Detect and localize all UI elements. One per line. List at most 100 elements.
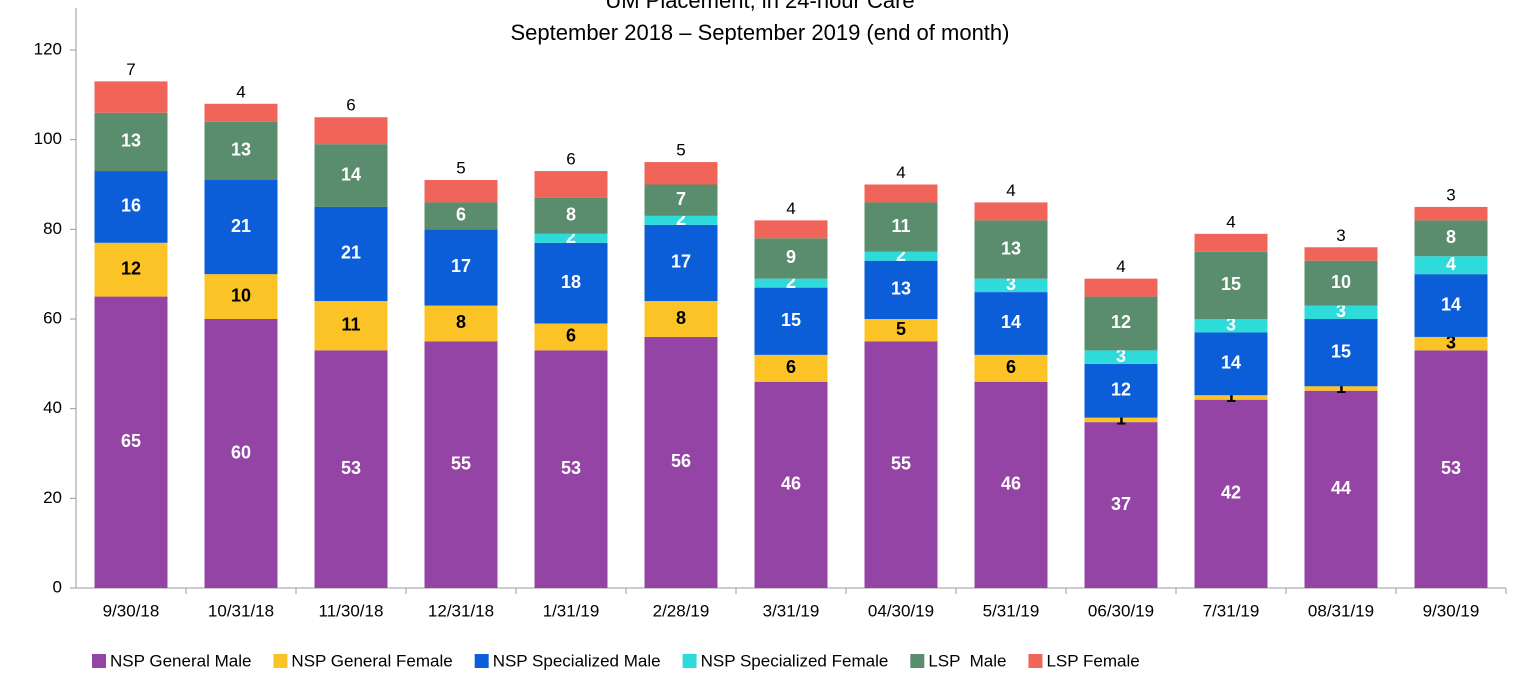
data-label: 53 xyxy=(1441,458,1461,478)
data-label: 12 xyxy=(1111,312,1131,332)
data-label: 17 xyxy=(451,256,471,276)
bar-segment xyxy=(754,287,828,355)
bar-segment xyxy=(1194,319,1268,333)
bar-segment xyxy=(1414,206,1488,221)
data-label: 4 xyxy=(896,163,905,182)
y-tick-label: 40 xyxy=(43,398,62,417)
legend-swatch xyxy=(910,654,925,668)
data-label: 21 xyxy=(231,216,251,236)
chart-subtitle: September 2018 – September 2019 (end of … xyxy=(511,20,1010,45)
bar-segment xyxy=(1414,274,1488,337)
data-label: 2 xyxy=(566,227,576,247)
legend-swatch xyxy=(1028,654,1043,668)
data-label: 5 xyxy=(676,141,685,160)
bar-segment xyxy=(534,171,608,198)
data-label: 11 xyxy=(341,314,360,334)
data-label: 6 xyxy=(786,357,796,377)
x-tick-label: 9/30/18 xyxy=(103,601,160,620)
data-label: 8 xyxy=(1446,227,1456,247)
data-label: 8 xyxy=(456,312,466,332)
bar-segment xyxy=(424,202,498,230)
data-label: 3 xyxy=(1226,314,1236,334)
bar-segment xyxy=(1304,319,1378,387)
data-label: 1 xyxy=(1116,409,1126,429)
data-label: 55 xyxy=(451,453,471,473)
bar-segment xyxy=(94,242,168,297)
bar-segment xyxy=(974,354,1048,382)
data-label: 37 xyxy=(1111,494,1131,514)
data-label: 12 xyxy=(1111,379,1131,399)
data-label: 5 xyxy=(896,319,906,339)
bar-segment xyxy=(1084,422,1158,588)
data-label: 9 xyxy=(786,247,796,267)
bar-segment xyxy=(644,336,718,588)
bar-segment xyxy=(644,224,718,302)
data-label: 12 xyxy=(121,258,141,278)
legend-label: NSP Specialized Male xyxy=(493,651,661,670)
bar-segment xyxy=(1304,390,1378,588)
bar-segment xyxy=(644,162,718,185)
bar-segment xyxy=(864,251,938,261)
data-label: 15 xyxy=(1331,341,1351,361)
y-tick-label: 0 xyxy=(53,577,62,596)
data-label: 21 xyxy=(341,243,361,263)
data-label: 3 xyxy=(1116,346,1126,366)
legend-label: LSP Male xyxy=(928,651,1006,670)
bar-segment xyxy=(1194,332,1268,396)
data-label: 56 xyxy=(671,451,691,471)
data-label: 3 xyxy=(1446,332,1456,352)
bar-segment xyxy=(534,233,608,243)
legend-swatch xyxy=(92,654,106,668)
bar-segment xyxy=(754,238,828,279)
bar-segment xyxy=(864,184,938,203)
bar-segment xyxy=(754,278,828,288)
bar-segment xyxy=(1084,363,1158,418)
bar-segment xyxy=(94,81,168,113)
bar-segment xyxy=(1304,247,1378,261)
bar-segment xyxy=(864,319,938,342)
x-tick-label: 1/31/19 xyxy=(543,601,600,620)
data-label: 60 xyxy=(231,442,251,462)
bar-segment xyxy=(314,117,388,145)
data-label: 53 xyxy=(561,458,581,478)
bar-segment xyxy=(974,292,1048,355)
x-tick-label: 08/31/19 xyxy=(1308,601,1374,620)
bar-segment xyxy=(644,184,718,216)
legend-label: NSP General Male xyxy=(110,651,251,670)
data-label: 4 xyxy=(1006,181,1015,200)
data-label: 55 xyxy=(891,453,911,473)
data-label: 14 xyxy=(341,164,361,184)
data-label: 13 xyxy=(121,131,141,151)
data-label: 14 xyxy=(1001,312,1021,332)
data-label: 2 xyxy=(676,209,686,229)
x-tick-label: 5/31/19 xyxy=(983,601,1040,620)
data-label: 7 xyxy=(676,189,686,209)
data-label: 6 xyxy=(1006,357,1016,377)
data-label: 3 xyxy=(1006,274,1016,294)
bar-segment xyxy=(534,350,608,588)
bar-segment xyxy=(754,381,828,588)
y-tick-label: 60 xyxy=(43,308,62,327)
bar-segment xyxy=(424,341,498,588)
bar-segment xyxy=(864,260,938,319)
y-tick-label: 20 xyxy=(43,488,62,507)
data-label: 65 xyxy=(121,431,141,451)
bar-segment xyxy=(1414,350,1488,588)
legend-swatch xyxy=(474,654,489,668)
data-label: 4 xyxy=(1226,212,1235,231)
data-label: 3 xyxy=(1446,185,1455,204)
x-tick-label: 2/28/19 xyxy=(653,601,710,620)
data-label: 6 xyxy=(456,205,466,225)
chart-title: UM Placement, in 24-hour Care xyxy=(605,0,914,13)
data-label: 1 xyxy=(1336,377,1346,397)
bar-segment xyxy=(424,180,498,203)
bar-segment xyxy=(1084,296,1158,351)
bar-segment xyxy=(974,278,1048,293)
bar-segment xyxy=(974,381,1048,588)
data-label: 18 xyxy=(561,272,581,292)
bar-segment xyxy=(314,144,388,207)
x-tick-label: 7/31/19 xyxy=(1203,601,1260,620)
bar-segment xyxy=(534,242,608,324)
bar-segment xyxy=(974,202,1048,221)
